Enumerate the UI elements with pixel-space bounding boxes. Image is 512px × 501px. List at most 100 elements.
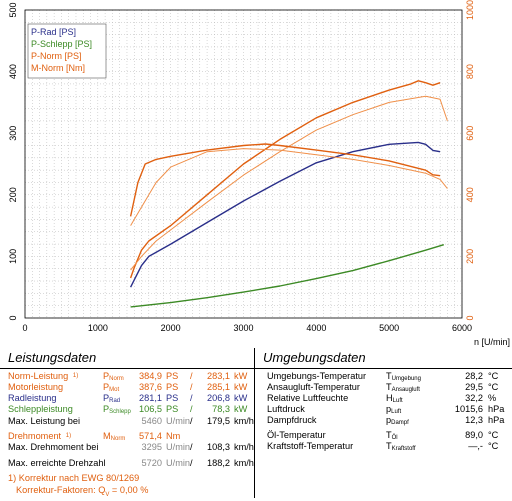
footnote-marker: 1)	[64, 433, 72, 439]
symbol-subscript: Norm	[110, 436, 126, 442]
row-label: Ansaugluft-Temperatur	[267, 382, 360, 392]
data-panels: Leistungsdaten Umgebungsdaten Norm-Leist…	[0, 348, 512, 498]
row-value-2: 78,3	[212, 404, 230, 414]
symbol-letter: P	[103, 371, 110, 381]
y-right-tick-label: 400	[465, 187, 475, 202]
panel-divider	[254, 348, 255, 498]
symbol: PRad	[103, 392, 120, 407]
row-label: Max. Drehmoment bei	[8, 442, 99, 452]
row-label: Motorleistung	[8, 382, 64, 392]
row-label: Umgebungs-Temperatur	[267, 371, 367, 381]
umgebung-row: Umgebungs-Temperatur TUmgebung 28,2 °C	[255, 370, 512, 382]
row-separator: /	[190, 404, 193, 414]
row-unit-1: PS	[166, 393, 179, 403]
row-value: 29,5	[465, 382, 483, 392]
row-label: Dampfdruck	[267, 415, 317, 425]
symbol-letter: P	[103, 393, 110, 403]
plot-frame	[24, 9, 463, 319]
x-tick-label: 2000	[161, 323, 181, 333]
series-line	[129, 80, 441, 279]
symbol-letter: T	[386, 441, 392, 451]
leistung-row: Norm-Leistung 1) PNorm 384,9 PS / 283,1 kW	[0, 370, 254, 382]
x-tick-label: 4000	[306, 323, 326, 333]
leistung-row: Max. erreichte Drehzahl 5720 U/min/ 188,2 km…	[0, 457, 254, 469]
row-value-1: 5720	[141, 458, 162, 468]
row-value-2: 108,3	[207, 442, 230, 452]
symbol-letter: p	[386, 404, 392, 414]
symbol: PNorm	[103, 370, 124, 385]
symbol-subscript: Kraftstoff	[391, 446, 416, 452]
series-line	[130, 244, 445, 308]
y-right-tick-label: 0	[465, 315, 475, 320]
symbol-letter: T	[386, 430, 392, 440]
row-label: Öl-Temperatur	[267, 430, 326, 440]
row-unit: hPa	[488, 404, 505, 414]
symbol-subscript: Norm	[109, 376, 124, 382]
symbol: PSchlepp	[103, 403, 131, 418]
row-unit-1: U/min	[166, 416, 190, 426]
symbol-letter: H	[386, 393, 393, 403]
row-value-2: 206,8	[207, 393, 230, 403]
symbol-subscript: Mot	[109, 387, 120, 393]
symbol: TKraftstoff	[386, 440, 416, 455]
row-value: 32,2	[465, 393, 483, 403]
row-unit: %	[488, 393, 497, 403]
row-value-1: 3295	[141, 442, 162, 452]
row-unit-2: km/h	[234, 458, 254, 468]
leistung-row: Schleppleistung PSchlepp 106,5 PS / 78,3 kW	[0, 403, 254, 415]
symbol: PMot	[103, 381, 119, 396]
row-value-1: 281,1	[139, 393, 162, 403]
symbol-subscript: Luft	[391, 409, 402, 415]
symbol: TAnsaugluft	[386, 381, 420, 396]
row-unit-2: kW	[234, 404, 248, 414]
legend-entry: M-Norm [Nm]	[31, 63, 85, 73]
row-label: Kraftstoff-Temperatur	[267, 441, 354, 451]
symbol: pDampf	[386, 414, 409, 429]
row-unit-2: kW	[234, 393, 248, 403]
row-label: Drehmoment 1)	[8, 431, 72, 441]
row-unit-2: km/h	[234, 416, 254, 426]
x-tick-label: 1000	[88, 323, 108, 333]
symbol-letter: T	[386, 371, 392, 381]
row-label: Radleistung	[8, 393, 57, 403]
y-right-tick-label: 800	[465, 64, 475, 79]
row-unit-1: U/min	[166, 458, 190, 468]
leistung-row: Max. Leistung bei 5460 U/min/ 179,5 km/h	[0, 415, 254, 427]
symbol-letter: p	[386, 415, 392, 425]
footnote-line-1: 1) Korrektur nach EWG 80/1269	[8, 473, 140, 483]
row-value-1: 384,9	[139, 371, 162, 381]
row-separator: /	[190, 458, 193, 468]
row-value-1: 5460	[141, 416, 162, 426]
x-axis-label: n [U/min]	[474, 337, 510, 347]
umgebung-row: Luftdruck pLuft 1015,6 hPa	[255, 403, 512, 415]
row-unit-1: PS	[166, 382, 179, 392]
symbol-subscript: Luft	[392, 398, 403, 404]
row-unit-2: kW	[234, 371, 248, 381]
umgebung-row: Dampfdruck pDampf 12,3 hPa	[255, 414, 512, 426]
umgebung-row: Kraftstoff-Temperatur TKraftstoff —,- °C	[255, 440, 512, 452]
row-unit-1: U/min	[166, 442, 190, 452]
row-separator: /	[190, 371, 193, 381]
series-line	[129, 143, 441, 217]
footnote-marker: 1)	[71, 373, 79, 379]
row-value: 89,0	[465, 430, 483, 440]
x-tick-label: 3000	[233, 323, 253, 333]
row-value-2: 179,5	[207, 416, 230, 426]
row-value-2: 283,1	[207, 371, 230, 381]
row-label: Norm-Leistung 1)	[8, 371, 79, 381]
y-left-tick-label: 500	[8, 2, 18, 17]
legend-entry: P-Schlepp [PS]	[31, 39, 92, 49]
umgebung-row: Ansaugluft-Temperatur TAnsaugluft 29,5 °C	[255, 381, 512, 393]
row-value-1: 106,5	[139, 404, 162, 414]
symbol-subscript: Umgebung	[391, 376, 421, 382]
legend-entry: P-Rad [PS]	[31, 27, 76, 37]
row-value-2: 188,2	[207, 458, 230, 468]
symbol-subscript: Rad	[109, 398, 121, 404]
row-unit-1: PS	[166, 371, 179, 381]
footnote-line-2: Korrektur-Faktoren: QV = 0,00 %	[16, 484, 148, 498]
row-unit-1: PS	[166, 404, 179, 414]
legend-box	[27, 23, 107, 79]
x-tick-label: 0	[22, 323, 27, 333]
series-line	[130, 148, 448, 226]
